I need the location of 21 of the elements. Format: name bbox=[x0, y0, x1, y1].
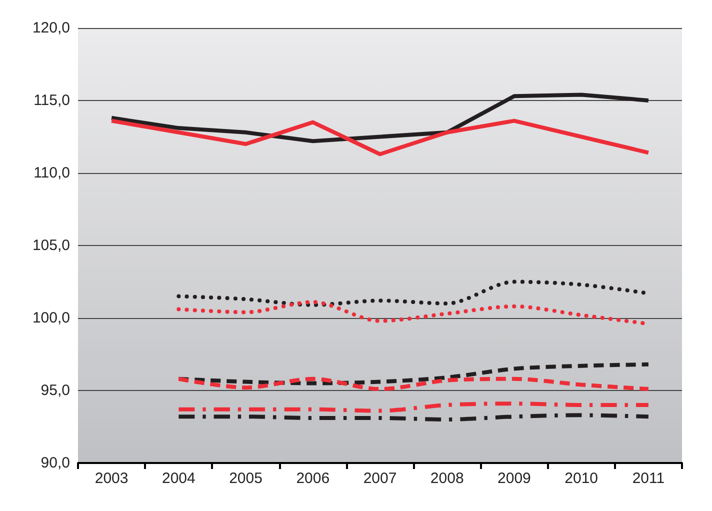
x-tick-label: 2010 bbox=[564, 470, 598, 487]
y-tick-label: 120,0 bbox=[32, 20, 70, 36]
y-tick-label: 95,0 bbox=[40, 382, 70, 399]
x-tick-label: 2008 bbox=[430, 470, 464, 487]
y-tick-label: 115,0 bbox=[34, 92, 70, 109]
line-series bbox=[110, 118, 650, 156]
y-tick-label: 110,0 bbox=[34, 164, 70, 182]
x-tick-label: 2003 bbox=[94, 470, 128, 487]
x-tick-label: 2011 bbox=[632, 470, 665, 487]
line-series bbox=[176, 402, 650, 413]
line-series bbox=[176, 376, 650, 392]
x-tick-label: 2006 bbox=[296, 470, 330, 487]
x-tick-label: 2009 bbox=[498, 470, 531, 487]
line-series bbox=[110, 92, 650, 144]
line-series bbox=[176, 362, 650, 386]
y-tick-label: 105,0 bbox=[32, 237, 70, 254]
x-tick-label: 2007 bbox=[363, 470, 397, 487]
y-tick-label: 90,0 bbox=[40, 454, 70, 472]
x-tick-label: 2005 bbox=[229, 470, 262, 487]
y-tick-label: 100,0 bbox=[32, 310, 70, 326]
x-tick-label: 2004 bbox=[162, 470, 196, 487]
